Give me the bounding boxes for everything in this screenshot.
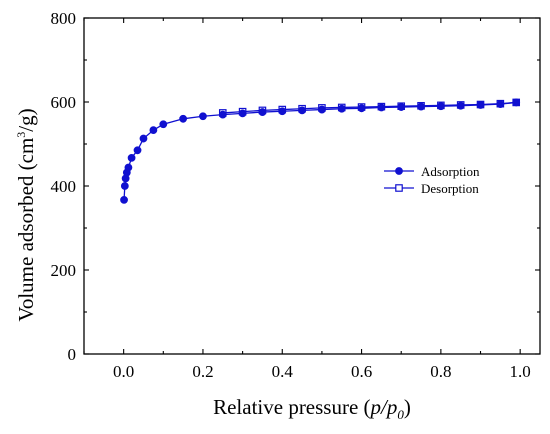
x-axis-title-close: ) (404, 395, 411, 419)
x-tick-label: 0.0 (113, 362, 134, 381)
data-point (218, 110, 227, 119)
data-point (417, 102, 425, 111)
data-point (397, 103, 406, 111)
data-point (179, 114, 188, 123)
data-point (512, 98, 521, 107)
y-axis-title-sup: 3 (14, 132, 28, 138)
x-axis-title-sub: 0 (397, 407, 404, 422)
y-tick-label: 200 (51, 261, 77, 280)
data-point (124, 163, 133, 172)
data-point (127, 153, 136, 162)
data-point (258, 108, 267, 116)
data-point (139, 134, 148, 143)
y-axis-title: Volume adsorbed (cm3/g) (14, 108, 38, 321)
y-tick-label: 0 (68, 345, 77, 364)
legend-label: Adsorption (421, 164, 480, 179)
x-tick-label: 1.0 (510, 362, 531, 381)
data-point (159, 120, 168, 129)
legend-marker (395, 184, 403, 192)
series-line (123, 101, 517, 200)
y-tick-label: 800 (51, 9, 77, 28)
series-layer (120, 98, 521, 204)
x-tick-label: 0.6 (351, 362, 372, 381)
axes: 0.0 0.2 0.4 0.6 0.8 1.0 0 200 400 600 800 (51, 9, 541, 381)
x-axis-title-main: Relative pressure ( (213, 395, 370, 419)
data-point (456, 101, 465, 110)
data-point (120, 182, 129, 190)
data-point (278, 107, 287, 116)
data-point (337, 104, 346, 113)
x-tick-label: 0.8 (430, 362, 451, 381)
legend-marker (395, 167, 403, 175)
data-point (377, 103, 386, 112)
series-adsorption (120, 98, 521, 204)
data-point (436, 102, 445, 111)
y-tick-label: 400 (51, 177, 77, 196)
data-point (357, 104, 366, 113)
legend-label: Desorption (421, 181, 479, 196)
x-tick-label: 0.2 (192, 362, 213, 381)
data-point (476, 101, 485, 109)
data-point (496, 100, 505, 108)
x-axis-title-italic: p/p (369, 395, 398, 419)
data-point (318, 105, 326, 114)
x-tick-label: 0.4 (272, 362, 294, 381)
data-point (298, 106, 306, 115)
data-point (133, 146, 142, 155)
data-point (238, 109, 247, 118)
y-tick-label: 600 (51, 93, 77, 112)
legend: Adsorption Desorption (384, 164, 480, 196)
y-axis-title-close: /g) (14, 108, 38, 131)
data-point (120, 195, 128, 204)
data-point (149, 126, 158, 135)
data-point (199, 112, 207, 121)
y-axis-title-main: Volume adsorbed (cm (14, 138, 38, 322)
x-axis-title: Relative pressure (p/p0) (213, 395, 411, 422)
